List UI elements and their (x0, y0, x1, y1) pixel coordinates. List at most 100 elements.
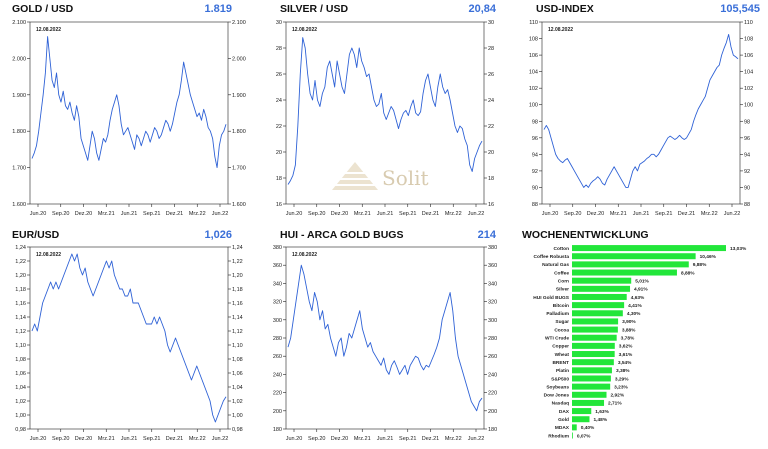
bar (572, 342, 615, 349)
x-tick-label: Sep.21 (143, 436, 160, 442)
y-tick-label-right: 106 (744, 53, 753, 59)
x-tick-label: Sep.21 (143, 211, 160, 217)
y-tick-label-left: 104 (529, 70, 538, 76)
bar-value-label: 3,61% (619, 352, 633, 358)
x-tick-label: Jun.20 (286, 436, 303, 442)
x-tick-label: Jun.22 (468, 436, 485, 442)
plot-frame (541, 21, 741, 205)
x-tick-label: Dez.20 (331, 436, 348, 442)
bar-category-label: Copper (552, 344, 569, 350)
bar (572, 334, 617, 341)
y-tick-label-right: 1,00 (232, 413, 243, 419)
y-tick-label-right: 1,24 (232, 245, 243, 251)
bar-category-label: HUI Gold BUGS (533, 295, 570, 301)
y-tick-label-right: 18 (488, 176, 494, 182)
bar (572, 416, 590, 423)
y-tick-label-right: 110 (744, 20, 753, 26)
bar (572, 253, 696, 260)
silver-title: SILVER / USD (280, 3, 349, 15)
y-tick-label-left: 340 (273, 281, 282, 287)
bar-category-label: Coffee (554, 270, 569, 276)
bar-value-label: 3,23% (614, 384, 628, 390)
usd-chart: 110 110 108 108 106 106 104 104 102 102 100 100 98 98… (529, 20, 753, 217)
y-tick-label-left: 280 (273, 336, 282, 342)
x-tick-label: Sep.21 (399, 211, 416, 217)
y-tick-label-right: 300 (488, 318, 497, 324)
y-tick-label-right: 1,02 (232, 399, 243, 405)
y-tick-label-right: 2.100 (232, 20, 246, 26)
x-tick-label: Jun.22 (468, 211, 485, 217)
y-tick-label-left: 0,98 (15, 427, 26, 433)
bar-category-label: Palladium (546, 311, 569, 317)
y-tick-label-left: 200 (273, 409, 282, 415)
bar (572, 424, 577, 431)
series-line (543, 33, 739, 188)
bar-category-label: Wheat (555, 352, 570, 358)
bar (572, 285, 631, 292)
y-tick-label-left: 96 (532, 136, 538, 142)
y-tick-label-right: 320 (488, 300, 497, 306)
y-tick-label-left: 30 (276, 20, 282, 26)
bar-value-label: 1,63% (595, 409, 609, 415)
eur-chart: 1,24 1,24 1,22 1,22 1,20 1,20 1,18 1,18 1,16 1,16… (15, 245, 243, 442)
x-tick-label: Jun.22 (724, 211, 741, 217)
y-tick-label-left: 2.000 (12, 56, 26, 62)
gold-title: GOLD / USD (12, 3, 74, 15)
x-tick-label: Mrz.21 (610, 211, 627, 217)
y-tick-label-right: 280 (488, 336, 497, 342)
bar-category-label: WTI Crude (545, 336, 569, 342)
watermark-text: Solit (382, 166, 429, 190)
x-tick-label: Dez.21 (166, 211, 183, 217)
y-tick-label-left: 100 (529, 103, 538, 109)
x-tick-label: Sep.21 (399, 436, 416, 442)
bar (572, 277, 632, 284)
date-label: 12.08.2022 (548, 27, 573, 33)
y-tick-label-left: 1,24 (15, 245, 26, 251)
y-tick-label-left: 1,04 (15, 385, 26, 391)
bar (572, 269, 677, 276)
y-tick-label-left: 20 (276, 150, 282, 156)
bar-category-label: Silver (556, 287, 569, 293)
x-tick-label: Jun.20 (30, 436, 47, 442)
bar (572, 383, 611, 390)
y-tick-label-right: 30 (488, 20, 494, 26)
bar (572, 351, 615, 358)
x-tick-label: Jun.20 (286, 211, 303, 217)
y-tick-label-left: 240 (273, 372, 282, 378)
bar-value-label: 3,54% (618, 360, 632, 366)
bar (572, 310, 623, 317)
y-tick-label-right: 260 (488, 354, 497, 360)
y-tick-label-left: 102 (529, 86, 538, 92)
series-line (287, 37, 483, 185)
date-label: 12.08.2022 (36, 252, 61, 258)
bar (572, 245, 726, 252)
pyramid-logo-icon (332, 162, 378, 190)
bar (572, 408, 592, 415)
bar (572, 326, 618, 333)
x-tick-label: Jun.21 (121, 436, 138, 442)
y-tick-label-right: 1,22 (232, 259, 243, 265)
y-tick-label-left: 1,12 (15, 329, 26, 335)
y-tick-label-left: 1.900 (12, 93, 26, 99)
bar-value-label: 3,90% (622, 319, 636, 325)
x-tick-label: Mrz.22 (445, 211, 462, 217)
bar (572, 399, 605, 406)
x-tick-label: Jun.22 (212, 211, 229, 217)
x-tick-label: Sep.20 (52, 436, 69, 442)
y-tick-label-right: 22 (488, 124, 494, 130)
bar-value-label: 4,30% (627, 311, 641, 317)
y-tick-label-left: 22 (276, 124, 282, 130)
bar-category-label: Coffee Robusta (534, 254, 570, 260)
bar-category-label: Platin (556, 368, 569, 374)
y-tick-label-left: 98 (532, 119, 538, 125)
bar (572, 318, 619, 325)
plot-frame (285, 246, 485, 430)
x-tick-label: Jun.21 (377, 211, 394, 217)
bar-category-label: MDAX (555, 425, 570, 431)
y-tick-label-left: 360 (273, 263, 282, 269)
silver-value: 20,84 (468, 3, 496, 15)
y-tick-label-left: 1,00 (15, 413, 26, 419)
y-tick-label-right: 360 (488, 263, 497, 269)
y-tick-label-left: 2.100 (12, 20, 26, 26)
y-tick-label-right: 20 (488, 150, 494, 156)
